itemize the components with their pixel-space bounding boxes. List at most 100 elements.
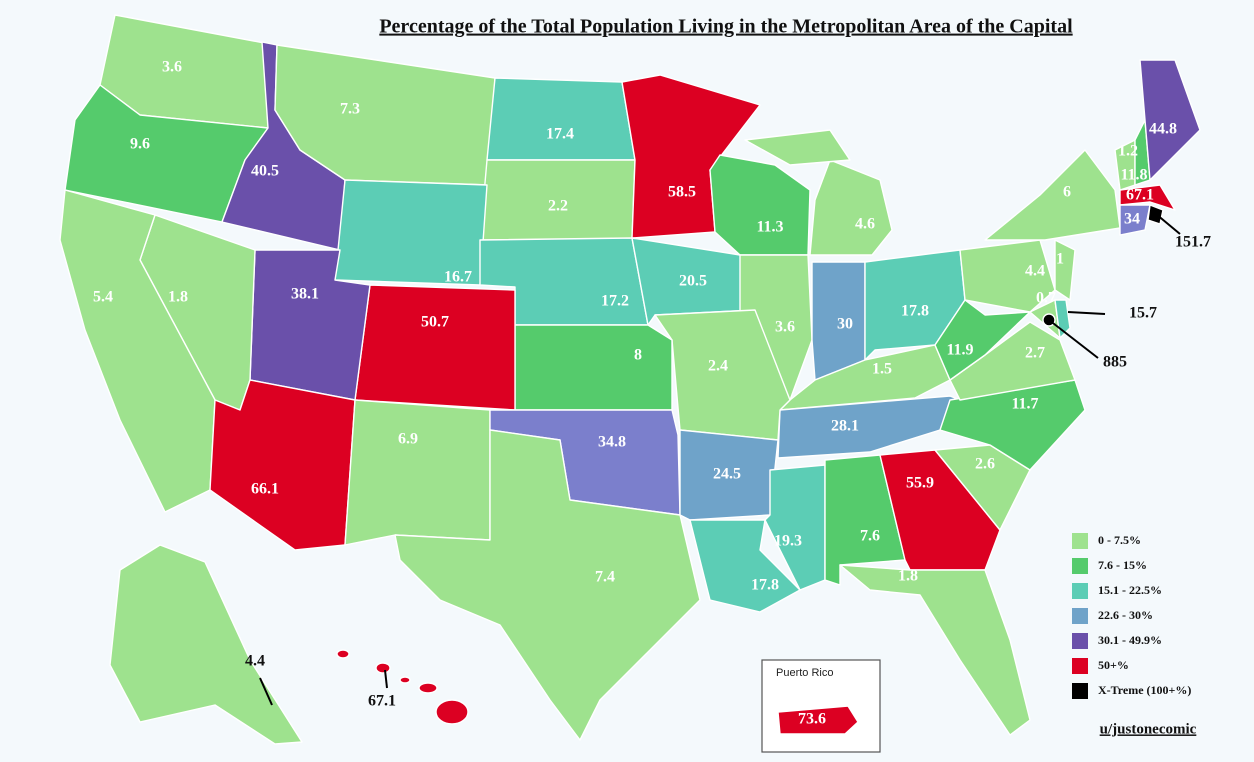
legend-swatch <box>1072 658 1088 674</box>
region-label: 17.8 <box>751 577 779 594</box>
region-shape <box>654 309 791 441</box>
region-label: 11.3 <box>756 219 783 236</box>
region-shape <box>984 149 1121 241</box>
region-label: 6 <box>1063 184 1071 201</box>
region-label: 17.2 <box>601 293 629 310</box>
legend-label: 15.1 - 22.5% <box>1098 583 1162 597</box>
region-shape <box>344 399 491 546</box>
region-label: 5.4 <box>93 289 113 306</box>
region-label: 11.8 <box>1120 167 1147 184</box>
region-label: 2.7 <box>1025 345 1045 362</box>
region-label: 1 <box>1056 251 1064 268</box>
legend-label: 30.1 - 49.9% <box>1098 633 1162 647</box>
region-label: 15.7 <box>1129 305 1157 322</box>
leader-line <box>1155 213 1181 235</box>
region-shape <box>399 676 411 684</box>
legend-label: 0 - 7.5% <box>1098 533 1141 547</box>
region-label: 11.9 <box>946 342 973 359</box>
legend-label: X-Treme (100+%) <box>1098 683 1191 697</box>
legend-label: 22.6 - 30% <box>1098 608 1153 622</box>
region-label: 7.4 <box>595 569 615 586</box>
region-label: 67.1 <box>1126 187 1154 204</box>
region-label: 38.1 <box>291 286 319 303</box>
leader-line <box>259 677 273 706</box>
map-title: Percentage of the Total Population Livin… <box>379 16 1073 38</box>
region-label: 2.4 <box>708 358 728 375</box>
legend-label: 50+% <box>1098 658 1129 672</box>
region-shape <box>809 159 893 256</box>
legend-swatch <box>1072 608 1088 624</box>
region-label: 2.6 <box>975 456 995 473</box>
region-shape <box>1119 204 1151 236</box>
region-label: 24.5 <box>713 466 741 483</box>
region-shape <box>1139 59 1201 181</box>
region-label: 2.2 <box>548 198 568 215</box>
region-shape <box>418 682 438 694</box>
region-shape <box>1119 184 1176 211</box>
leader-line <box>1048 319 1099 359</box>
legend-label: 7.6 - 15% <box>1098 558 1147 572</box>
legend-swatch <box>1072 533 1088 549</box>
region-shape <box>59 189 216 513</box>
region-shape <box>777 705 859 735</box>
region-shape <box>109 544 303 745</box>
region-label: 6.9 <box>398 431 418 448</box>
legend-swatch <box>1072 633 1088 649</box>
region-shape <box>394 429 701 741</box>
region-label: 58.5 <box>668 184 696 201</box>
region-shape <box>486 77 636 161</box>
region-label: 11.7 <box>1011 396 1038 413</box>
regions <box>59 14 1201 745</box>
region-shape <box>375 662 391 674</box>
region-label: 67.1 <box>368 693 396 710</box>
region-shape <box>679 429 779 521</box>
legend-swatch <box>1072 558 1088 574</box>
region-shape <box>354 284 516 411</box>
region-shape <box>744 129 851 166</box>
region-label: 20.5 <box>679 273 707 290</box>
region-label: 44.8 <box>1149 121 1177 138</box>
region-label: 4.4 <box>245 653 265 670</box>
region-label: 66.1 <box>251 481 279 498</box>
region-label: 3.6 <box>775 319 795 336</box>
region-label: 34.8 <box>598 434 626 451</box>
region-label: 50.7 <box>421 314 449 331</box>
region-label: 17.4 <box>546 126 574 143</box>
region-label: 19.3 <box>774 533 802 550</box>
region-shape <box>435 699 469 725</box>
region-shape <box>514 324 673 411</box>
region-label: 8 <box>634 347 642 364</box>
region-label: 151.7 <box>1175 234 1211 251</box>
legend-swatch <box>1072 683 1088 699</box>
region-label: 1.8 <box>898 568 918 585</box>
region-label: 40.5 <box>251 163 279 180</box>
region-label: 0.7 <box>1036 290 1056 307</box>
region-shape <box>336 649 350 659</box>
region-label: 3.6 <box>162 59 182 76</box>
region-shape <box>709 154 811 256</box>
region-label: 34 <box>1124 211 1140 228</box>
region-label: 4.6 <box>855 216 875 233</box>
region-label: 1.8 <box>168 289 188 306</box>
inset-title: Puerto Rico <box>776 667 833 679</box>
region-label: 17.8 <box>901 303 929 320</box>
region-label: 7.3 <box>340 101 360 118</box>
region-label: 55.9 <box>906 475 934 492</box>
region-shape <box>839 564 1031 736</box>
region-label: 885 <box>1103 354 1127 371</box>
region-label: 28.1 <box>831 418 859 435</box>
region-shape <box>1147 204 1164 225</box>
leader-line <box>1067 311 1106 315</box>
region-label: 9.6 <box>130 136 150 153</box>
region-shape <box>689 519 801 613</box>
leader-line <box>384 669 388 689</box>
region-label: 30 <box>837 316 853 333</box>
region-shape <box>959 239 1056 313</box>
region-label: 4.4 <box>1025 263 1045 280</box>
region-label: 7.6 <box>860 528 880 545</box>
region-label: 1.2 <box>1118 143 1138 160</box>
region-label: 73.6 <box>798 711 826 728</box>
inset-frame <box>761 659 881 753</box>
